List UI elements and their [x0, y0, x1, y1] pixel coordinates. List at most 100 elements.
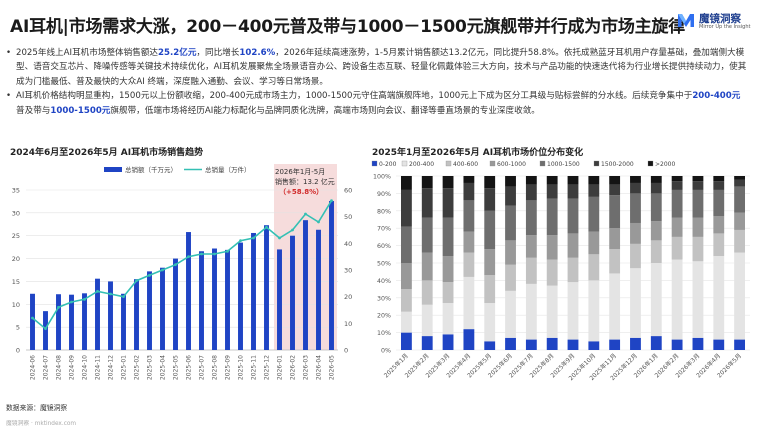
- stacked-segment: [421, 176, 433, 189]
- stacked-segment: [713, 256, 725, 340]
- stacked-segment: [630, 193, 641, 223]
- stacked-segment: [588, 341, 600, 350]
- y-tick-label: 10%: [377, 330, 391, 337]
- stacked-segment: [713, 339, 725, 350]
- x-tick-label: 2026-05: [329, 355, 336, 380]
- stacked-segment: [442, 176, 454, 189]
- x-tick-label: 2024-11: [95, 355, 102, 380]
- stacked-segment: [713, 189, 725, 217]
- stacked-segment: [671, 176, 683, 182]
- bullet-text: 2025年线上AI耳机市场整体销售额达: [16, 48, 159, 58]
- stacked-segment: [546, 184, 558, 199]
- sales-amount-bar: [199, 251, 204, 350]
- stacked-segment: [650, 336, 662, 350]
- annotation-growth: （+58.8%）: [279, 188, 323, 196]
- stacked-segment: [588, 176, 600, 185]
- stacked-segment: [734, 179, 746, 187]
- sales-volume-point: [44, 327, 47, 331]
- stacked-segment: [442, 188, 454, 218]
- legend-label: 400-600: [453, 161, 478, 168]
- sales-amount-bar: [303, 220, 308, 350]
- sales-volume-point: [187, 255, 190, 259]
- x-tick-label: 2025-01: [121, 355, 128, 380]
- sales-trend-chart: 0 5 10 15 20 25 30 35 0 10 20 30 40 50 60 2024-06 2024-0…: [12, 164, 352, 380]
- sales-volume-point: [304, 212, 307, 216]
- stacked-segment: [463, 276, 475, 330]
- stacked-segment: [484, 275, 496, 304]
- sales-amount-bar: [290, 235, 295, 350]
- stacked-segment: [442, 256, 454, 283]
- stacked-segment: [609, 273, 621, 340]
- stacked-segment: [588, 231, 600, 255]
- sales-amount-bar: [186, 232, 191, 350]
- y-tick-label: 90%: [377, 191, 391, 198]
- stacked-segment: [463, 329, 475, 350]
- sales-amount-bar: [69, 294, 74, 350]
- stacked-segment: [567, 176, 579, 185]
- sales-amount-bar: [56, 294, 61, 350]
- y-left-tick-label: 25: [12, 232, 20, 240]
- stacked-segment: [484, 341, 496, 350]
- brand-logo: 魔镜洞察 Mirror Up the Insight: [676, 8, 754, 34]
- x-tick-label: 2025-05: [173, 355, 180, 380]
- stacked-segment: [525, 235, 537, 258]
- stacked-segment: [713, 216, 725, 234]
- sales-amount-bar: [173, 258, 178, 350]
- stacked-segment: [630, 243, 641, 269]
- sales-amount-bar: [95, 278, 100, 350]
- sales-volume-point: [148, 273, 151, 277]
- stacked-segment: [588, 280, 600, 342]
- sales-amount-bar: [238, 242, 243, 350]
- stacked-segment: [734, 252, 746, 340]
- stacked-segment: [400, 189, 412, 227]
- legend-label: 200-400: [409, 161, 434, 168]
- sales-volume-point: [122, 295, 125, 299]
- stacked-segment: [484, 303, 496, 342]
- x-tick-label: 2026-03: [303, 355, 310, 380]
- stacked-segment: [400, 263, 412, 290]
- stacked-segment: [484, 176, 496, 189]
- y-tick-label: 100%: [373, 174, 391, 181]
- y-right-tick-label: 0: [344, 347, 348, 355]
- stacked-segment: [609, 195, 621, 229]
- bullet-text: 普及带与: [16, 105, 51, 116]
- summary-bullets: 2025年线上AI耳机市场整体销售额达25.2亿元，同比增长102.6%，202…: [6, 46, 748, 118]
- sales-volume-point: [239, 239, 242, 243]
- x-tick-label: 2024-09: [69, 355, 76, 380]
- stacked-segment: [546, 285, 558, 338]
- stacked-segment: [609, 339, 621, 350]
- stacked-segment: [400, 176, 412, 190]
- legend-swatch: [371, 160, 378, 167]
- y-tick-label: 80%: [377, 208, 391, 215]
- stacked-segment: [713, 233, 725, 257]
- stacked-segment: [671, 339, 683, 350]
- stacked-segment: [630, 222, 641, 244]
- x-tick-label: 2025-08: [212, 355, 219, 380]
- stacked-segment: [400, 311, 412, 333]
- stacked-segment: [505, 264, 516, 291]
- x-tick-label: 2024-12: [108, 355, 115, 380]
- bullet-text: 旗舰带，低端市场将经历AI能力标配化与品牌同质化洗牌，高端市场则向会议、翻译等垂…: [110, 105, 540, 116]
- y-tick-label: 40%: [377, 278, 391, 285]
- x-tick-label: 2025-11: [251, 355, 258, 380]
- sales-volume-point: [226, 249, 229, 253]
- sales-amount-bar: [43, 311, 48, 350]
- x-tick-label: 2025-03: [147, 355, 154, 380]
- stacked-segment: [734, 212, 746, 230]
- brand-logo-icon: [678, 14, 694, 27]
- stacked-segment: [421, 304, 433, 337]
- left-chart-title: 2024年6月至2026年5月 AI耳机市场销售趋势: [10, 148, 204, 158]
- x-tick-label: 2024-07: [43, 355, 50, 380]
- stacked-segment: [734, 229, 746, 253]
- watermark: 魔镜洞察 · mktindex.com: [6, 421, 77, 427]
- sales-volume-point: [291, 228, 294, 232]
- y-tick-label: 30%: [377, 295, 391, 302]
- stacked-segment: [421, 336, 433, 350]
- x-tick-label: 2024-10: [82, 355, 89, 380]
- stacked-segment: [692, 337, 704, 350]
- stacked-segment: [609, 228, 621, 250]
- stacked-segment: [588, 254, 600, 281]
- legend-swatch: [593, 160, 600, 167]
- stacked-segment: [692, 217, 704, 237]
- y-right-tick-label: 60: [344, 187, 352, 195]
